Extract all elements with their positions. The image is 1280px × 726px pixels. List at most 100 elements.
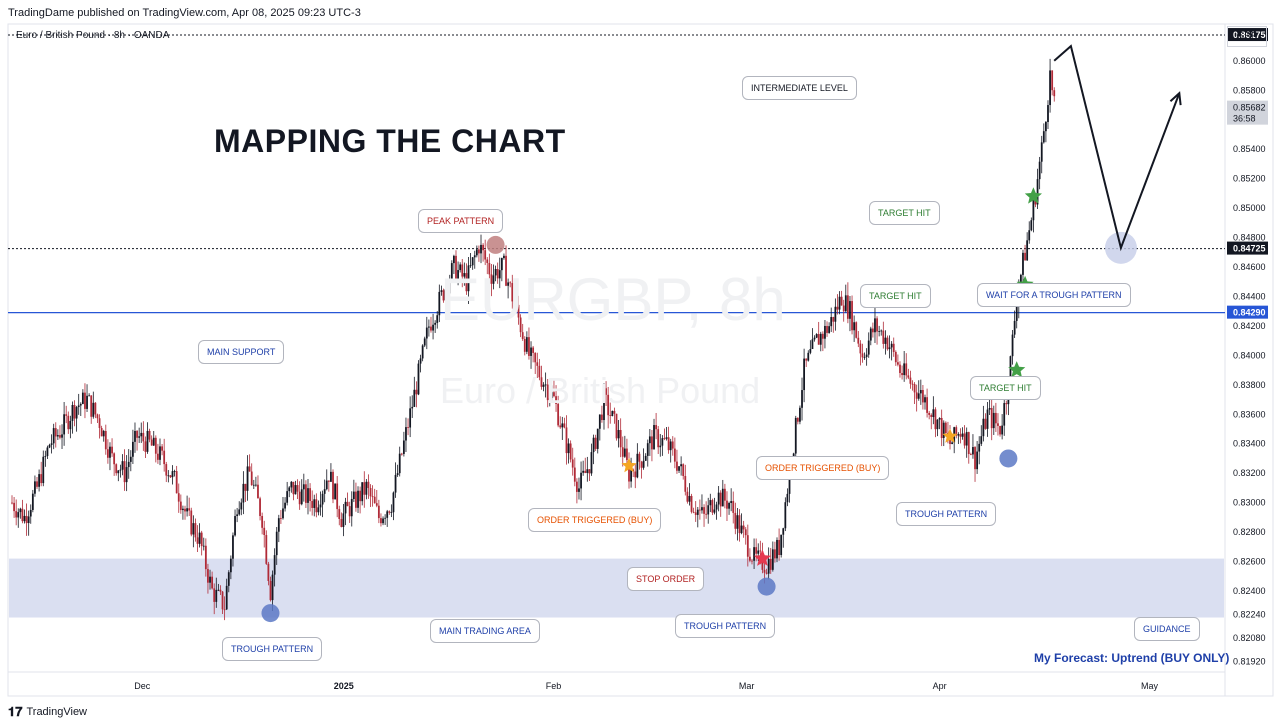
candle-body [236, 514, 239, 517]
candle-body [498, 270, 501, 279]
candle-body [734, 512, 737, 529]
candle-body [29, 509, 32, 517]
symbol-title[interactable]: Euro / British Pound · 8h · OANDA [16, 30, 170, 41]
candle-body [269, 580, 272, 601]
candle-body [200, 532, 203, 547]
stop-order-star-icon [753, 549, 771, 566]
candle-body [211, 576, 214, 589]
target-hit-callout-1: TARGET HIT [869, 201, 940, 225]
candle-body [884, 337, 887, 344]
candle-body [619, 429, 622, 448]
candle-body [144, 441, 147, 452]
candle-body [988, 408, 991, 410]
candle-body [371, 496, 374, 498]
candle-body [225, 585, 228, 610]
candle-body [863, 356, 866, 358]
candle-body [938, 417, 941, 420]
candle-body [342, 513, 345, 527]
candle-body [871, 328, 874, 333]
candle-body [596, 428, 599, 449]
candle-body [684, 475, 687, 492]
order-buy-star-icon [942, 428, 958, 443]
candle-body [273, 555, 276, 575]
candle-body [88, 395, 91, 397]
y-tick-label: 0.84000 [1233, 350, 1266, 360]
candle-body [794, 417, 797, 454]
candle-body [561, 423, 564, 428]
candle-body [582, 470, 585, 473]
candle-body [528, 337, 530, 356]
candle-body [613, 410, 616, 414]
trough-pattern-callout-2: TROUGH PATTERN [675, 614, 776, 638]
candle-body [653, 425, 655, 450]
candle-body [411, 406, 414, 409]
candle-body [755, 547, 758, 554]
candle-body [1011, 334, 1014, 357]
y-tick-label: 0.83800 [1233, 380, 1266, 390]
candle-body [711, 500, 714, 513]
candle-body [482, 244, 484, 251]
candle-body [1040, 142, 1043, 162]
candle-body [54, 428, 57, 437]
candle-body [292, 481, 295, 495]
candle-body [44, 456, 47, 457]
candle-body [853, 322, 856, 331]
candle-body [586, 469, 589, 473]
candle-body [1045, 122, 1047, 132]
trough-marker [757, 577, 776, 596]
candle-body [102, 430, 105, 437]
forecast-text: My Forecast: Uptrend (BUY ONLY) [1034, 651, 1230, 665]
candle-body [42, 456, 45, 484]
currency-selector[interactable]: GBP [1227, 26, 1267, 47]
candle-body [919, 390, 922, 394]
candle-body [127, 461, 130, 468]
y-tick-label: 0.83400 [1233, 439, 1266, 449]
candle-body [930, 414, 933, 417]
forecast-path [1053, 44, 1181, 252]
candle-body [232, 535, 234, 559]
candle-body [897, 362, 899, 365]
candle-body [325, 480, 328, 490]
candle-body [1042, 131, 1045, 143]
candle-body [350, 498, 353, 517]
candle-body [192, 523, 195, 535]
candle-body [667, 437, 670, 451]
candle-body [894, 351, 897, 363]
candle-body [550, 392, 553, 399]
candle-body [296, 485, 299, 492]
peak-marker [486, 235, 505, 254]
candle-body [813, 337, 816, 340]
candle-body [555, 396, 557, 404]
candle-body [511, 283, 514, 302]
y-tick-label: 0.83200 [1233, 468, 1266, 478]
candle-body [375, 503, 378, 506]
candle-body [148, 430, 151, 440]
stop-order-callout: STOP ORDER [627, 567, 705, 591]
candle-body [61, 434, 63, 438]
candle-body [997, 423, 999, 426]
y-tick-label: 0.85200 [1233, 174, 1266, 184]
x-tick-label: 2025 [334, 681, 354, 691]
candle-body [888, 347, 891, 350]
candle-body [617, 429, 620, 439]
candle-body [132, 441, 134, 457]
candle-body [415, 389, 418, 395]
candle-body [13, 502, 15, 512]
candle-body [63, 414, 66, 435]
candle-body [271, 574, 274, 601]
candle-body [932, 409, 935, 417]
candle-body [286, 491, 289, 503]
x-tick-label: Dec [134, 681, 151, 691]
candle-body [821, 333, 824, 339]
candle-body [59, 435, 61, 438]
candle-body [1034, 200, 1037, 205]
candle-body [94, 402, 97, 415]
main-trading-area-callout: MAIN TRADING AREA [430, 619, 540, 643]
candle-body [367, 481, 370, 489]
candle-body [92, 402, 95, 417]
y-tick-label: 0.81920 [1233, 657, 1266, 667]
countdown-label: 36:58 [1233, 114, 1256, 124]
candle-body [373, 496, 376, 504]
candle-body [434, 322, 437, 325]
